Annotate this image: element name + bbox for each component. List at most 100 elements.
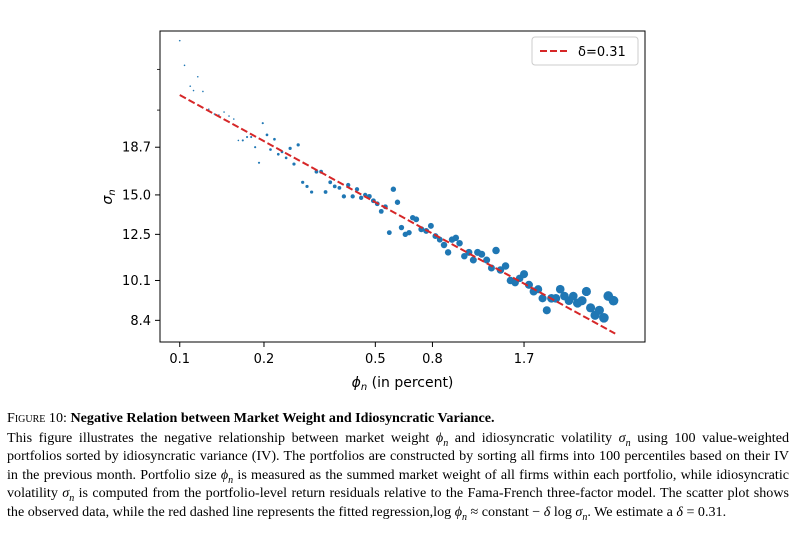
data-point: [542, 306, 551, 315]
scatter-points: [178, 39, 619, 323]
x-axis-label: ϕn (in percent): [352, 375, 454, 393]
data-point: [594, 305, 604, 315]
data-point: [288, 146, 292, 150]
legend-box: [531, 36, 639, 66]
data-point: [608, 295, 619, 306]
data-point: [551, 294, 561, 303]
data-point: [269, 148, 272, 151]
data-point: [520, 270, 529, 279]
figure-title: Negative Relation between Market Weight …: [70, 410, 495, 426]
figure-label: Figure 10:: [7, 410, 67, 426]
caption-math: n: [443, 437, 449, 449]
data-point: [501, 262, 510, 270]
data-point: [538, 294, 547, 303]
data-point: [237, 139, 240, 142]
y-tick-label: 15.0: [122, 188, 151, 203]
caption-title-line: Figure 10: Negative Relation between Mar…: [7, 409, 789, 428]
caption-math: n: [582, 511, 588, 523]
data-point: [386, 230, 392, 236]
legend: δ=0.31: [531, 36, 639, 66]
data-point: [354, 187, 360, 192]
caption-text: = 0.31.: [682, 503, 727, 520]
data-point: [192, 89, 195, 92]
data-point: [254, 146, 257, 149]
caption-math: δ: [543, 503, 551, 520]
caption-math: ϕ: [454, 503, 463, 520]
data-point: [250, 135, 253, 139]
fit-line: [179, 94, 616, 335]
y-axis-label-text: σn: [100, 189, 118, 204]
data-point: [378, 208, 384, 214]
caption-math: n: [625, 437, 631, 449]
caption-text: is computed from the portfolio-level ret…: [7, 485, 789, 520]
caption-math: ϕ: [220, 466, 229, 483]
data-point: [569, 291, 578, 301]
caption-text: This figure illustrates the negative rel…: [7, 429, 436, 446]
y-tick-label: 18.7: [122, 141, 151, 156]
caption-body: This figure illustrates the negative rel…: [7, 429, 789, 523]
data-point: [599, 312, 609, 323]
data-point: [461, 252, 468, 260]
data-point: [394, 199, 401, 205]
data-point: [337, 185, 342, 190]
data-point: [178, 39, 181, 42]
data-point: [359, 195, 364, 200]
scatter-chart: σn ϕn (in percent) 0.1 0.2 0.5 0.8 1.7 8.4 10.…: [100, 30, 646, 393]
data-point: [196, 75, 199, 78]
data-point: [436, 236, 443, 243]
y-tick-label: 10.1: [122, 274, 151, 289]
data-point: [456, 239, 463, 247]
caption-math: ϕ: [435, 429, 444, 446]
x-tick-label: 0.5: [365, 352, 386, 367]
data-point: [390, 186, 397, 192]
data-point: [341, 194, 347, 199]
x-tick-label: 0.1: [169, 352, 190, 367]
caption-math: σ: [618, 429, 626, 446]
data-point: [265, 133, 269, 137]
data-point: [487, 264, 495, 272]
data-point: [305, 184, 309, 189]
data-point: [469, 256, 477, 264]
caption-text: log: [550, 503, 576, 520]
data-point: [245, 135, 249, 139]
data-point: [323, 190, 328, 194]
data-point: [350, 194, 355, 199]
data-point: [228, 115, 230, 117]
caption-math: δ: [676, 503, 683, 520]
data-point: [223, 111, 225, 113]
data-point: [276, 152, 280, 156]
data-point: [577, 296, 587, 306]
y-tick-label: 12.5: [122, 228, 151, 243]
data-point: [202, 90, 204, 93]
data-point: [296, 143, 300, 147]
data-point: [452, 234, 460, 242]
data-point: [257, 161, 261, 164]
figure-caption: Figure 10: Negative Relation between Mar…: [7, 409, 789, 522]
data-point: [284, 156, 288, 160]
data-point: [189, 85, 192, 87]
data-point: [332, 184, 337, 189]
caption-text: using 100 value-weighted portfolios sort…: [7, 429, 789, 483]
data-point: [440, 241, 448, 249]
data-point: [581, 286, 591, 297]
data-point: [586, 303, 596, 313]
data-point: [555, 284, 565, 294]
fit-line-path: [179, 94, 616, 335]
data-point: [427, 222, 434, 229]
x-tick-label: 0.2: [254, 352, 275, 367]
axis-ticks: 0.1 0.2 0.5 0.8 1.7 8.4 10.1 12.5 15.0 18.7: [122, 68, 535, 367]
data-point: [406, 229, 412, 236]
caption-math: σ: [62, 485, 70, 502]
caption-math: n: [69, 493, 75, 505]
data-point: [492, 246, 500, 255]
data-point: [241, 139, 244, 142]
data-point: [310, 190, 314, 194]
data-point: [207, 108, 210, 110]
x-tick-label: 1.7: [514, 352, 535, 367]
caption-math: σ: [575, 503, 583, 520]
plot-frame: [159, 30, 646, 343]
data-point: [273, 137, 276, 141]
y-tick-label: 8.4: [130, 314, 151, 329]
data-point: [483, 256, 491, 264]
x-tick-label: 0.8: [422, 352, 443, 367]
